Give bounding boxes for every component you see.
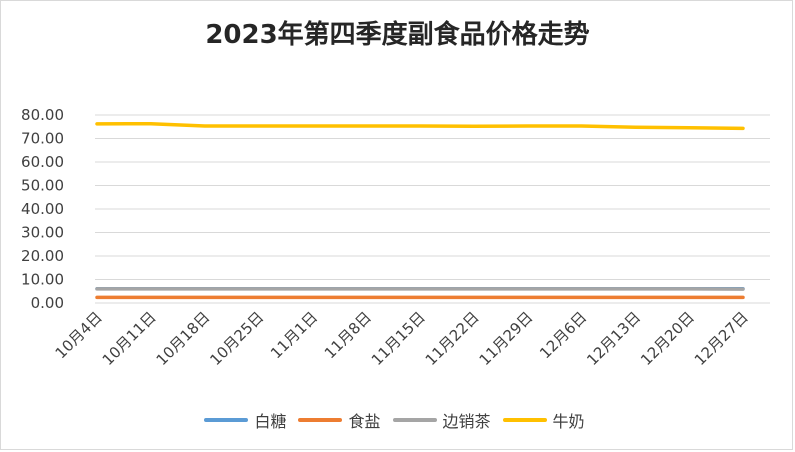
legend-swatch — [502, 418, 547, 422]
y-tick-label: 60.00 — [21, 153, 64, 171]
gridlines — [95, 114, 770, 304]
legend-item-2: 边销茶 — [392, 408, 491, 432]
chart-title: 2023年第四季度副食品价格走势 — [205, 20, 590, 50]
x-tick-label: 12月13日 — [583, 308, 644, 369]
legend-swatch — [392, 418, 437, 422]
x-tick-label: 10月25日 — [206, 308, 267, 369]
legend-label: 食盐 — [348, 412, 381, 431]
legend-label: 牛奶 — [552, 412, 585, 431]
x-tick-label: 10月4日 — [52, 308, 106, 362]
legend-item-0: 白糖 — [204, 408, 286, 432]
x-tick-label: 12月6日 — [536, 308, 590, 362]
y-tick-label: 0.00 — [31, 294, 64, 312]
x-tick-label: 11月8日 — [321, 308, 375, 362]
legend-label: 边销茶 — [442, 412, 491, 431]
x-tick-label: 12月27日 — [691, 308, 752, 369]
series-lines — [95, 121, 745, 300]
legend: 白糖 食盐 边销茶 牛奶 — [0, 408, 795, 432]
x-tick-label: 11月1日 — [267, 308, 321, 362]
legend-item-3: 牛奶 — [502, 408, 585, 432]
y-tick-label: 70.00 — [21, 130, 64, 148]
y-axis-ticks: 0.00 10.00 20.00 30.00 40.00 50.00 60.00 70.00 8… — [21, 106, 64, 312]
x-tick-label: 10月11日 — [99, 308, 160, 369]
x-tick-label: 11月15日 — [368, 308, 429, 369]
y-tick-label: 30.00 — [21, 224, 64, 242]
y-tick-label: 10.00 — [21, 271, 64, 289]
x-tick-label: 10月18日 — [153, 308, 214, 369]
legend-swatch — [204, 418, 249, 422]
x-tick-label: 12月20日 — [637, 308, 698, 369]
series-line-3 — [95, 121, 745, 131]
x-tick-label: 11月29日 — [476, 308, 537, 369]
legend-label: 白糖 — [254, 412, 287, 431]
y-tick-label: 50.00 — [21, 177, 64, 195]
x-tick-label: 11月22日 — [422, 308, 483, 369]
y-tick-label: 40.00 — [21, 200, 64, 218]
legend-item-1: 食盐 — [298, 408, 381, 432]
y-tick-label: 80.00 — [21, 106, 64, 124]
y-tick-label: 20.00 — [21, 247, 64, 265]
legend-swatch — [298, 418, 343, 422]
